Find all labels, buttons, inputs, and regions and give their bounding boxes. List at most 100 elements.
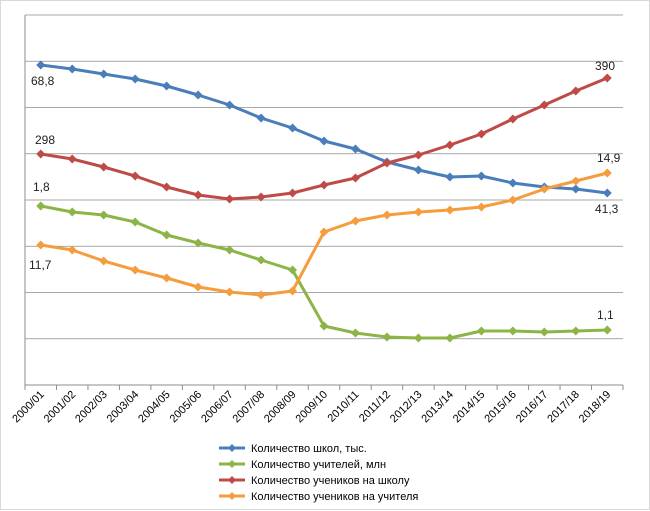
data-point [445, 205, 455, 215]
data-point [350, 328, 360, 338]
data-point [225, 100, 235, 110]
data-point [130, 265, 140, 275]
data-point [413, 150, 423, 160]
data-point [350, 173, 360, 183]
data-point [413, 165, 423, 175]
data-point [162, 81, 172, 91]
data-point [445, 172, 455, 182]
legend-label: Количество школ, тыс. [251, 443, 367, 455]
data-point [130, 74, 140, 84]
data-point [36, 60, 46, 70]
data-point [445, 333, 455, 343]
data-point [288, 123, 298, 133]
data-point [445, 140, 455, 150]
data-point [382, 332, 392, 342]
data-point [162, 182, 172, 192]
data-point [350, 216, 360, 226]
data-point [256, 255, 266, 265]
data-point [319, 136, 329, 146]
data-point [382, 210, 392, 220]
legend-swatch-marker [228, 476, 236, 484]
data-point [571, 176, 581, 186]
data-label: 11,7 [29, 258, 52, 272]
data-point [508, 178, 518, 188]
data-point [413, 333, 423, 343]
data-point [508, 195, 518, 205]
data-point [99, 256, 109, 266]
series-group [36, 60, 612, 343]
legend-label: Количество учителей, млн [251, 459, 386, 471]
data-point [256, 192, 266, 202]
x-tick-label: 2004/05 [136, 389, 173, 426]
x-tick-label: 2014/15 [451, 389, 488, 426]
data-point [67, 245, 77, 255]
data-point [162, 273, 172, 283]
x-tick-label: 2010/11 [326, 389, 362, 425]
legend-item: Количество учеников на школу [219, 475, 410, 487]
data-point [288, 188, 298, 198]
x-tick-label: 2013/14 [419, 389, 456, 426]
data-label: 1,1 [597, 308, 614, 322]
data-point [225, 194, 235, 204]
data-point [193, 190, 203, 200]
data-point [508, 326, 518, 336]
data-point [130, 171, 140, 181]
data-point [193, 90, 203, 100]
legend-swatch-marker [228, 492, 236, 500]
data-point [476, 202, 486, 212]
x-tick-label: 2005/06 [168, 389, 205, 426]
data-point [99, 162, 109, 172]
data-point [571, 86, 581, 96]
x-tick-label: 2015/16 [482, 389, 519, 426]
x-tick-label: 2007/08 [231, 389, 268, 426]
data-point [319, 321, 329, 331]
legend-swatch-marker [228, 460, 236, 468]
data-point [571, 184, 581, 194]
data-point [193, 238, 203, 248]
data-point [539, 327, 549, 337]
data-point [539, 100, 549, 110]
data-point [225, 245, 235, 255]
legend-label: Количество учеников на учителя [251, 491, 418, 503]
data-point [162, 230, 172, 240]
data-point [67, 207, 77, 217]
data-point [225, 287, 235, 297]
x-tick-label: 2016/17 [514, 389, 551, 426]
data-labels: 68,8 41,3 1,8 1,1 298 390 11,7 14,9 [29, 59, 621, 322]
x-tick-label: 2012/13 [388, 389, 425, 426]
x-tick-label: 2002/03 [73, 389, 110, 426]
series-line [40, 204, 608, 340]
data-point [67, 64, 77, 74]
x-tick-label: 2001/02 [42, 389, 79, 426]
data-point [476, 129, 486, 139]
x-tick-label: 2009/10 [294, 389, 331, 426]
data-point [602, 188, 612, 198]
data-point [413, 207, 423, 217]
x-tick-label: 2008/09 [262, 389, 299, 426]
data-point [602, 73, 612, 83]
data-point [36, 201, 46, 211]
legend-item: Количество учителей, млн [219, 459, 386, 471]
data-point [36, 149, 46, 159]
data-point [193, 282, 203, 292]
data-point [476, 171, 486, 181]
x-tick-label: 2003/04 [105, 389, 142, 426]
data-label: 298 [35, 133, 55, 147]
legend-swatch-marker [228, 444, 236, 452]
data-point [256, 113, 266, 123]
data-point [382, 158, 392, 168]
data-point [256, 290, 266, 300]
x-tick-label: 2011/12 [357, 389, 393, 425]
data-point [319, 227, 329, 237]
data-point [476, 326, 486, 336]
data-point [539, 184, 549, 194]
x-tick-label: 2018/19 [577, 389, 614, 426]
legend-label: Количество учеников на школу [251, 475, 410, 487]
data-point [571, 326, 581, 336]
data-label: 41,3 [595, 202, 619, 216]
data-label: 1,8 [33, 180, 50, 194]
data-point [99, 69, 109, 79]
data-point [350, 144, 360, 154]
legend-item: Количество школ, тыс. [219, 443, 367, 455]
